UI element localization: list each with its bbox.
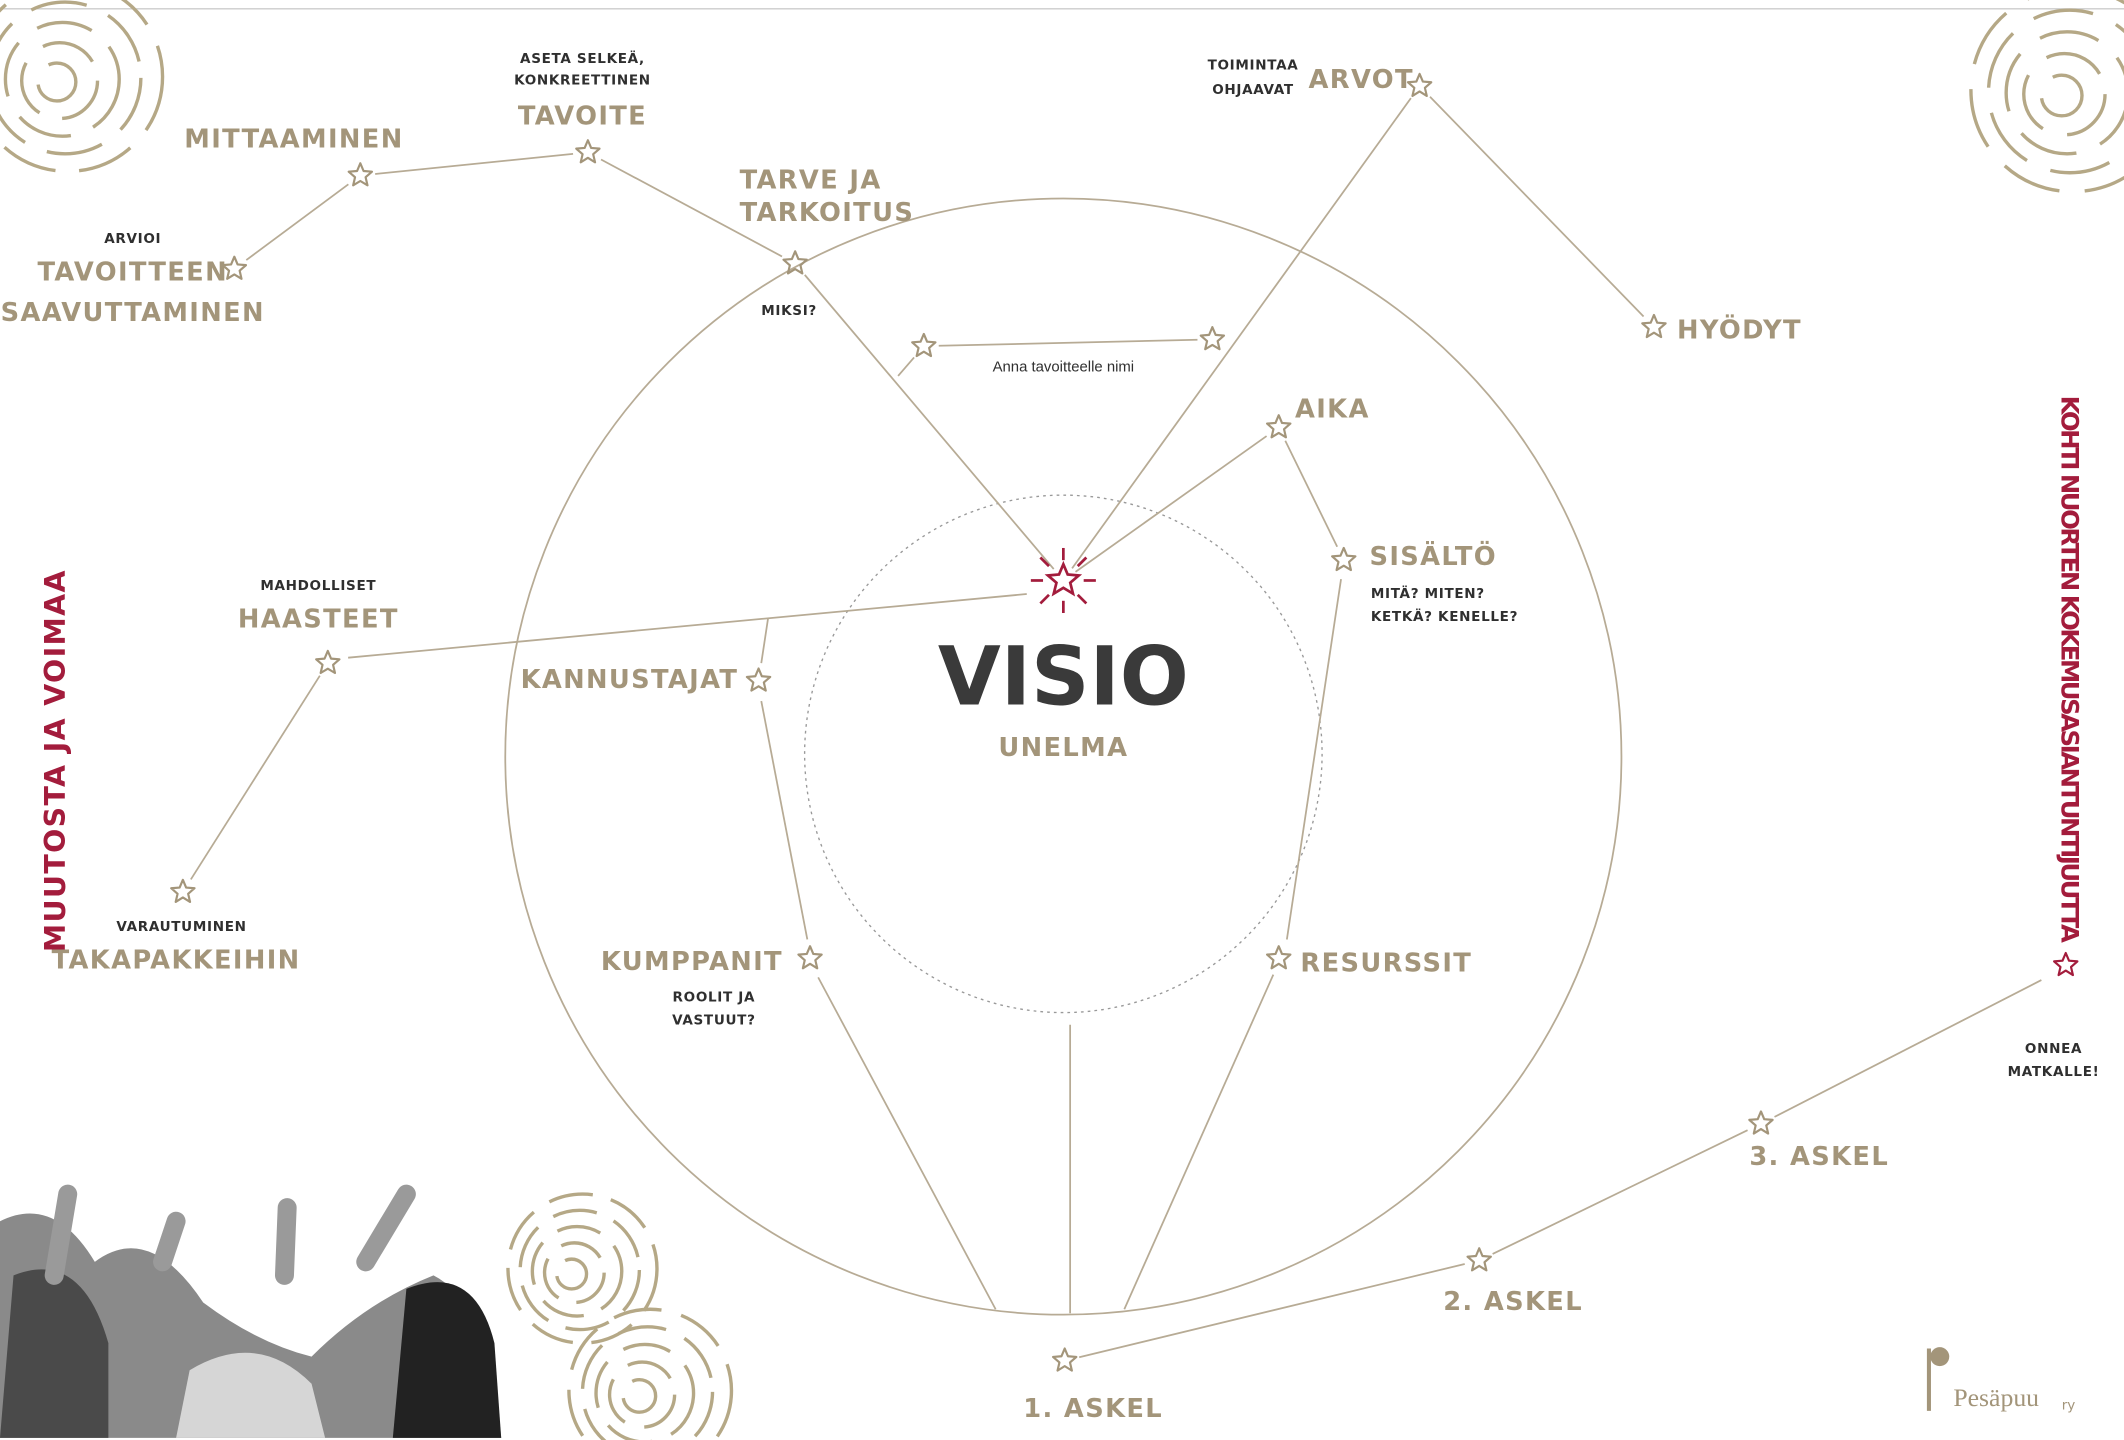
label: HYÖDYT xyxy=(1677,313,1802,346)
logo-suffix: ry xyxy=(2062,1397,2076,1413)
label: SAAVUTTAMINEN xyxy=(1,298,265,328)
label: TARKOITUS xyxy=(740,198,915,228)
label: TAKAPAKKEIHIN xyxy=(52,946,301,976)
label: TARVE JA xyxy=(740,165,882,195)
note: MITÄ? MITEN? xyxy=(1371,585,1485,602)
label: SISÄLTÖ xyxy=(1369,539,1497,572)
note: MIKSI? xyxy=(761,303,817,319)
logo-name: Pesäpuu xyxy=(1953,1383,2039,1412)
label: AIKA xyxy=(1295,394,1370,424)
note: ONNEA xyxy=(2025,1041,2082,1057)
note: VARAUTUMINEN xyxy=(116,919,246,935)
page: { "tavoite": {"note": ["ASETA SELKEÄ,", … xyxy=(0,0,2124,1440)
visio-subtitle: UNELMA xyxy=(998,733,1128,763)
label: RESURSSIT xyxy=(1300,948,1472,978)
label: TAVOITE xyxy=(518,102,647,132)
note: ARVIOI xyxy=(104,231,161,247)
note: KETKÄ? KENELLE? xyxy=(1371,608,1518,625)
step-label: 3. ASKEL xyxy=(1749,1142,1889,1172)
note: MAHDOLLISET xyxy=(260,578,376,594)
note: KONKREETTINEN xyxy=(514,73,651,89)
note: OHJAAVAT xyxy=(1212,82,1294,98)
label: MITTAAMINEN xyxy=(184,125,403,155)
step-label: 2. ASKEL xyxy=(1443,1287,1583,1317)
label: HAASTEET xyxy=(238,604,399,634)
note: ASETA SELKEÄ, xyxy=(520,50,645,67)
note: ROOLIT JA xyxy=(673,990,756,1006)
label: KUMPPANIT xyxy=(601,947,783,977)
right-banner: KOHTI NUORTEN KOKEMUSASIANTUNTIJUUTTA xyxy=(2055,396,2084,945)
visio-title: VISIO xyxy=(938,631,1189,725)
label: KANNUSTAJAT xyxy=(521,665,739,695)
label: ARVOT xyxy=(1309,65,1414,95)
logo-mark xyxy=(1930,1347,1949,1366)
left-banner: MUUTOSTA JA VOIMAA xyxy=(39,569,72,952)
poster: ASETA SELKEÄ, KONKREETTINEN TAVOITE MITT… xyxy=(0,0,2124,1440)
note: VASTUUT? xyxy=(672,1013,755,1029)
step-label: 1. ASKEL xyxy=(1023,1394,1163,1424)
note: MATKALLE! xyxy=(2008,1064,2100,1080)
label: TAVOITTEEN xyxy=(38,257,228,287)
note: TOIMINTAA xyxy=(1208,58,1299,74)
note: Anna tavoitteelle nimi xyxy=(993,360,1135,376)
